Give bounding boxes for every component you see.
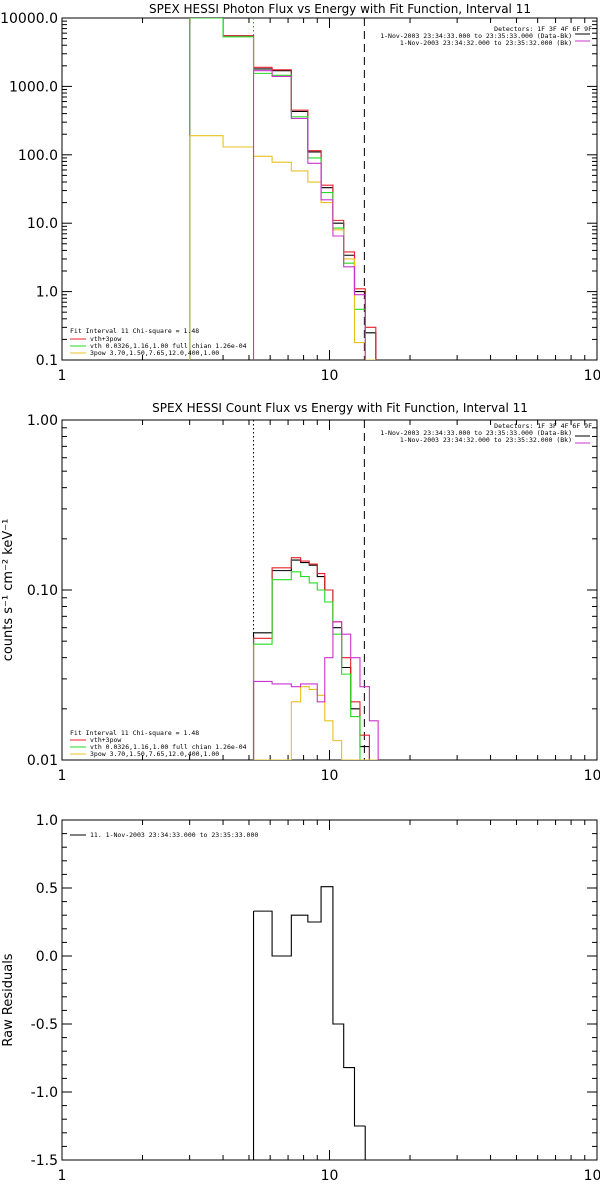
legend-data-interval: 1-Nov-2003 23:34:33.000 to 23:35:33.000 …: [380, 32, 572, 40]
y-tick-label: 0.1: [36, 353, 58, 369]
fit-header: Fit Interval 11 Chi-square = 1.48: [70, 729, 199, 737]
legend-bk-interval: 1-Nov-2003 23:34:32.000 to 23:35:32.000 …: [400, 39, 572, 47]
fit-header: Fit Interval 11 Chi-square = 1.48: [70, 327, 199, 335]
plot-frame: [61, 819, 598, 1161]
y-axis-label: Raw Residuals: [1, 953, 16, 1046]
x-tick-label: 1: [58, 1168, 67, 1184]
series-group: [189, 18, 377, 360]
legend-data-interval: 1-Nov-2003 23:34:33.000 to 23:35:33.000 …: [380, 429, 572, 437]
legend-entry-label: 3pow 3.70,1.50,7.65,12.0,400,1.00: [90, 750, 219, 758]
x-tick-label: 100: [584, 1168, 600, 1184]
y-tick-label: -1.5: [31, 1153, 58, 1169]
series-line-3pow: [253, 686, 379, 760]
y-tick-label: 0.10: [27, 583, 58, 599]
series-group: [252, 886, 366, 1160]
legend-bk-interval: 1-Nov-2003 23:34:32.000 to 23:35:32.000 …: [400, 436, 572, 444]
y-tick-label: 0.01: [27, 753, 58, 769]
x-tick-label: 10: [321, 1168, 339, 1184]
y-tick-label: 1.0: [36, 285, 58, 301]
x-tick-label: 10: [321, 368, 339, 384]
series-line-vth-3pow: [252, 557, 379, 760]
series-group: [252, 557, 379, 760]
y-tick-label: 100.0: [18, 148, 58, 164]
y-tick-label: 10000.0: [0, 11, 58, 27]
series-line-vth-3pow: [189, 18, 377, 360]
legend-entry-label: 3pow 3.70,1.50,7.65,12.0,400,1.00: [90, 349, 219, 357]
count-flux-panel: SPEX HESSI Count Flux vs Energy with Fit…: [1, 401, 600, 784]
residuals-panel: Raw Residuals 1 10 100 -1.5 -1.0 -0.5 0.0 0.5 1.…: [1, 813, 600, 1184]
y-tick-label: -1.0: [31, 1085, 58, 1101]
legend-entry-label: vth+3pow: [90, 736, 121, 744]
legend-detectors: Detectors: 1F 3F 4F 6F 9F: [494, 25, 592, 33]
y-tick-label: 1000.0: [9, 79, 58, 95]
series-line-background: [252, 621, 379, 760]
x-tick-label: 1: [58, 368, 67, 384]
series-line-3pow: [189, 135, 376, 360]
y-tick-label: 10.0: [27, 216, 58, 232]
y-tick-label: 1.0: [36, 813, 58, 829]
plot-frame: [61, 17, 598, 361]
photon-flux-panel: SPEX HESSI Photon Flux vs Energy with Fi…: [0, 2, 600, 384]
legend-entry-label: vth+3pow: [90, 335, 121, 343]
x-tick-label: 100: [584, 368, 600, 384]
series-line-residuals: [252, 886, 366, 1160]
panel-title: SPEX HESSI Photon Flux vs Energy with Fi…: [149, 2, 531, 16]
y-tick-label: 0.5: [36, 881, 58, 897]
x-tick-label: 1: [58, 768, 67, 784]
series-line-vth: [252, 571, 379, 760]
series-line-background: [252, 70, 366, 360]
legend-detectors: Detectors: 1F 3F 4F 6F 9F: [494, 422, 592, 430]
y-tick-label: 0.0: [36, 949, 58, 965]
legend-entry-label: 11. 1-Nov-2003 23:34:33.000 to 23:35:33.…: [90, 831, 258, 839]
y-axis-label: counts s⁻¹ cm⁻² keV⁻¹: [1, 519, 16, 662]
panel-title: SPEX HESSI Count Flux vs Energy with Fit…: [152, 401, 528, 415]
legend-entry-label: vth 0.0326,1.16,1.00 full chian 1.26e-04: [90, 342, 247, 350]
x-tick-label: 10: [321, 768, 339, 784]
y-tick-label: -0.5: [31, 1017, 58, 1033]
x-tick-label: 100: [584, 768, 600, 784]
legend-entry-label: vth 0.0326,1.16,1.00 full chian 1.26e-04: [90, 743, 247, 751]
y-tick-label: 1.00: [27, 413, 58, 429]
